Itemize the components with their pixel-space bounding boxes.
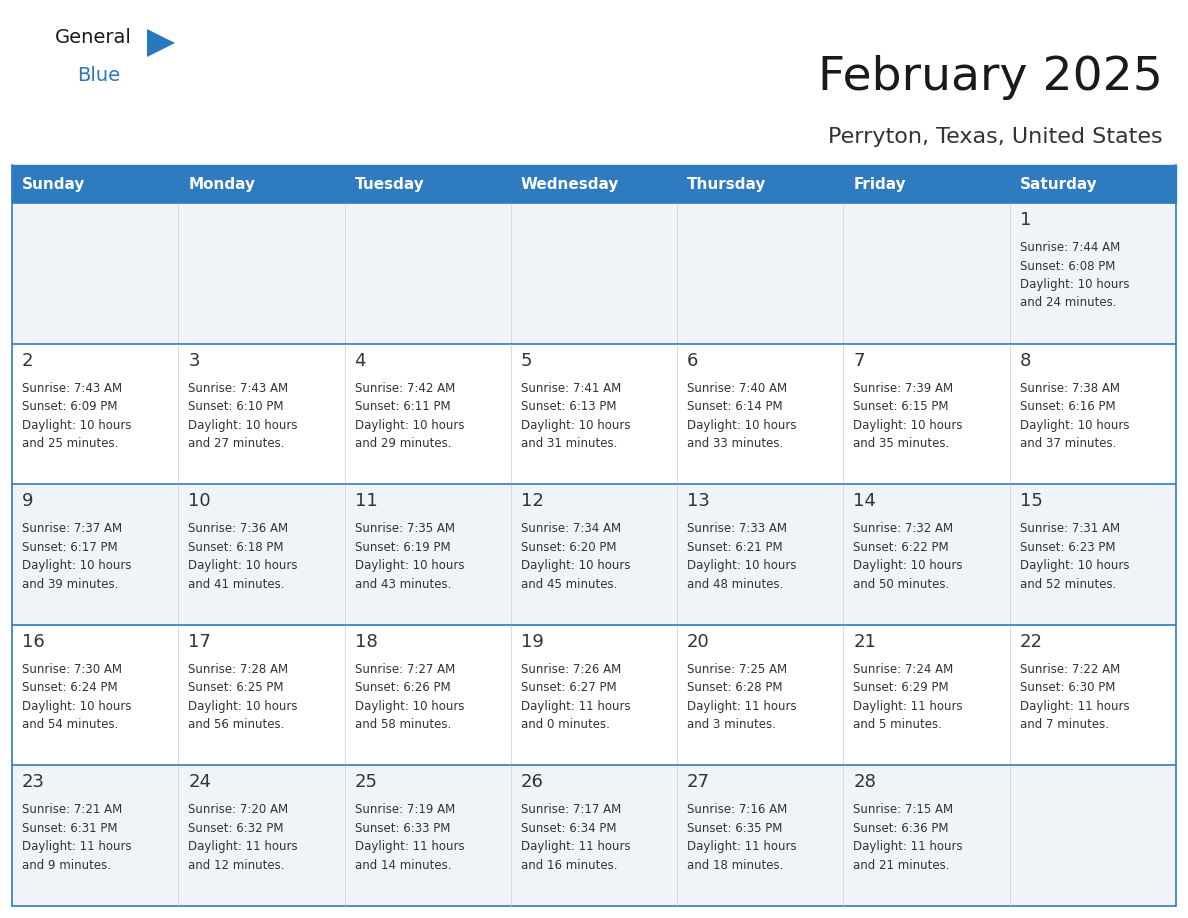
Text: Sunrise: 7:26 AM
Sunset: 6:27 PM
Daylight: 11 hours
and 0 minutes.: Sunrise: 7:26 AM Sunset: 6:27 PM Dayligh… (520, 663, 631, 732)
Text: 6: 6 (687, 352, 699, 370)
Bar (12, 484, 1176, 625)
Text: Sunrise: 7:31 AM
Sunset: 6:23 PM
Daylight: 10 hours
and 52 minutes.: Sunrise: 7:31 AM Sunset: 6:23 PM Dayligh… (1019, 522, 1129, 590)
Text: Wednesday: Wednesday (520, 176, 619, 192)
Text: Sunrise: 7:38 AM
Sunset: 6:16 PM
Daylight: 10 hours
and 37 minutes.: Sunrise: 7:38 AM Sunset: 6:16 PM Dayligh… (1019, 382, 1129, 450)
Text: 15: 15 (1019, 492, 1043, 510)
Bar (511, 165, 677, 203)
Text: 11: 11 (354, 492, 378, 510)
Text: 26: 26 (520, 773, 544, 791)
Text: 5: 5 (520, 352, 532, 370)
Text: 28: 28 (853, 773, 877, 791)
Text: 2: 2 (21, 352, 33, 370)
Text: 12: 12 (520, 492, 544, 510)
Bar (12, 203, 1176, 343)
Text: 17: 17 (188, 633, 211, 651)
Polygon shape (147, 29, 175, 57)
Text: Sunrise: 7:44 AM
Sunset: 6:08 PM
Daylight: 10 hours
and 24 minutes.: Sunrise: 7:44 AM Sunset: 6:08 PM Dayligh… (1019, 241, 1129, 309)
Text: 27: 27 (687, 773, 710, 791)
Text: Sunrise: 7:36 AM
Sunset: 6:18 PM
Daylight: 10 hours
and 41 minutes.: Sunrise: 7:36 AM Sunset: 6:18 PM Dayligh… (188, 522, 298, 590)
Bar (12, 766, 1176, 906)
Bar (12, 625, 1176, 766)
Text: Sunrise: 7:35 AM
Sunset: 6:19 PM
Daylight: 10 hours
and 43 minutes.: Sunrise: 7:35 AM Sunset: 6:19 PM Dayligh… (354, 522, 465, 590)
Text: Sunrise: 7:43 AM
Sunset: 6:10 PM
Daylight: 10 hours
and 27 minutes.: Sunrise: 7:43 AM Sunset: 6:10 PM Dayligh… (188, 382, 298, 450)
Text: 22: 22 (1019, 633, 1043, 651)
Bar (178, 165, 345, 203)
Text: Sunrise: 7:42 AM
Sunset: 6:11 PM
Daylight: 10 hours
and 29 minutes.: Sunrise: 7:42 AM Sunset: 6:11 PM Dayligh… (354, 382, 465, 450)
Text: 23: 23 (21, 773, 45, 791)
Text: 9: 9 (21, 492, 33, 510)
Text: Sunrise: 7:33 AM
Sunset: 6:21 PM
Daylight: 10 hours
and 48 minutes.: Sunrise: 7:33 AM Sunset: 6:21 PM Dayligh… (687, 522, 797, 590)
Text: February 2025: February 2025 (819, 55, 1163, 100)
Text: 16: 16 (21, 633, 45, 651)
Text: 13: 13 (687, 492, 710, 510)
Text: Sunrise: 7:19 AM
Sunset: 6:33 PM
Daylight: 11 hours
and 14 minutes.: Sunrise: 7:19 AM Sunset: 6:33 PM Dayligh… (354, 803, 465, 872)
Text: Sunrise: 7:39 AM
Sunset: 6:15 PM
Daylight: 10 hours
and 35 minutes.: Sunrise: 7:39 AM Sunset: 6:15 PM Dayligh… (853, 382, 963, 450)
Text: 24: 24 (188, 773, 211, 791)
Text: Sunrise: 7:24 AM
Sunset: 6:29 PM
Daylight: 11 hours
and 5 minutes.: Sunrise: 7:24 AM Sunset: 6:29 PM Dayligh… (853, 663, 963, 732)
Text: 25: 25 (354, 773, 378, 791)
Text: Perryton, Texas, United States: Perryton, Texas, United States (828, 127, 1163, 147)
Text: Sunrise: 7:41 AM
Sunset: 6:13 PM
Daylight: 10 hours
and 31 minutes.: Sunrise: 7:41 AM Sunset: 6:13 PM Dayligh… (520, 382, 631, 450)
Text: Thursday: Thursday (687, 176, 766, 192)
Text: 4: 4 (354, 352, 366, 370)
Text: Sunrise: 7:15 AM
Sunset: 6:36 PM
Daylight: 11 hours
and 21 minutes.: Sunrise: 7:15 AM Sunset: 6:36 PM Dayligh… (853, 803, 963, 872)
Text: 8: 8 (1019, 352, 1031, 370)
Bar (1010, 165, 1176, 203)
Text: Sunrise: 7:34 AM
Sunset: 6:20 PM
Daylight: 10 hours
and 45 minutes.: Sunrise: 7:34 AM Sunset: 6:20 PM Dayligh… (520, 522, 631, 590)
Text: 21: 21 (853, 633, 877, 651)
Text: Sunrise: 7:28 AM
Sunset: 6:25 PM
Daylight: 10 hours
and 56 minutes.: Sunrise: 7:28 AM Sunset: 6:25 PM Dayligh… (188, 663, 298, 732)
Text: Sunrise: 7:30 AM
Sunset: 6:24 PM
Daylight: 10 hours
and 54 minutes.: Sunrise: 7:30 AM Sunset: 6:24 PM Dayligh… (21, 663, 132, 732)
Text: 7: 7 (853, 352, 865, 370)
Bar (12, 343, 1176, 484)
Text: Sunrise: 7:17 AM
Sunset: 6:34 PM
Daylight: 11 hours
and 16 minutes.: Sunrise: 7:17 AM Sunset: 6:34 PM Dayligh… (520, 803, 631, 872)
Bar (12, 165, 178, 203)
Text: Friday: Friday (853, 176, 906, 192)
Bar (677, 165, 843, 203)
Bar (345, 165, 511, 203)
Text: 14: 14 (853, 492, 877, 510)
Text: 10: 10 (188, 492, 211, 510)
Text: 19: 19 (520, 633, 544, 651)
Text: Sunrise: 7:21 AM
Sunset: 6:31 PM
Daylight: 11 hours
and 9 minutes.: Sunrise: 7:21 AM Sunset: 6:31 PM Dayligh… (21, 803, 132, 872)
Bar (12, 165, 1176, 203)
Text: Sunrise: 7:32 AM
Sunset: 6:22 PM
Daylight: 10 hours
and 50 minutes.: Sunrise: 7:32 AM Sunset: 6:22 PM Dayligh… (853, 522, 963, 590)
Bar (843, 165, 1010, 203)
Text: Sunrise: 7:25 AM
Sunset: 6:28 PM
Daylight: 11 hours
and 3 minutes.: Sunrise: 7:25 AM Sunset: 6:28 PM Dayligh… (687, 663, 797, 732)
Text: Monday: Monday (188, 176, 255, 192)
Text: Saturday: Saturday (1019, 176, 1098, 192)
Text: 1: 1 (1019, 211, 1031, 229)
Text: Sunrise: 7:40 AM
Sunset: 6:14 PM
Daylight: 10 hours
and 33 minutes.: Sunrise: 7:40 AM Sunset: 6:14 PM Dayligh… (687, 382, 797, 450)
Text: Blue: Blue (77, 66, 120, 85)
Text: 20: 20 (687, 633, 710, 651)
Text: Sunrise: 7:22 AM
Sunset: 6:30 PM
Daylight: 11 hours
and 7 minutes.: Sunrise: 7:22 AM Sunset: 6:30 PM Dayligh… (1019, 663, 1130, 732)
Text: 18: 18 (354, 633, 378, 651)
Text: Sunrise: 7:16 AM
Sunset: 6:35 PM
Daylight: 11 hours
and 18 minutes.: Sunrise: 7:16 AM Sunset: 6:35 PM Dayligh… (687, 803, 797, 872)
Text: General: General (55, 28, 132, 47)
Text: 3: 3 (188, 352, 200, 370)
Text: Sunrise: 7:27 AM
Sunset: 6:26 PM
Daylight: 10 hours
and 58 minutes.: Sunrise: 7:27 AM Sunset: 6:26 PM Dayligh… (354, 663, 465, 732)
Text: Sunday: Sunday (21, 176, 86, 192)
Text: Sunrise: 7:20 AM
Sunset: 6:32 PM
Daylight: 11 hours
and 12 minutes.: Sunrise: 7:20 AM Sunset: 6:32 PM Dayligh… (188, 803, 298, 872)
Text: Sunrise: 7:37 AM
Sunset: 6:17 PM
Daylight: 10 hours
and 39 minutes.: Sunrise: 7:37 AM Sunset: 6:17 PM Dayligh… (21, 522, 132, 590)
Text: Sunrise: 7:43 AM
Sunset: 6:09 PM
Daylight: 10 hours
and 25 minutes.: Sunrise: 7:43 AM Sunset: 6:09 PM Dayligh… (21, 382, 132, 450)
Text: Tuesday: Tuesday (354, 176, 424, 192)
